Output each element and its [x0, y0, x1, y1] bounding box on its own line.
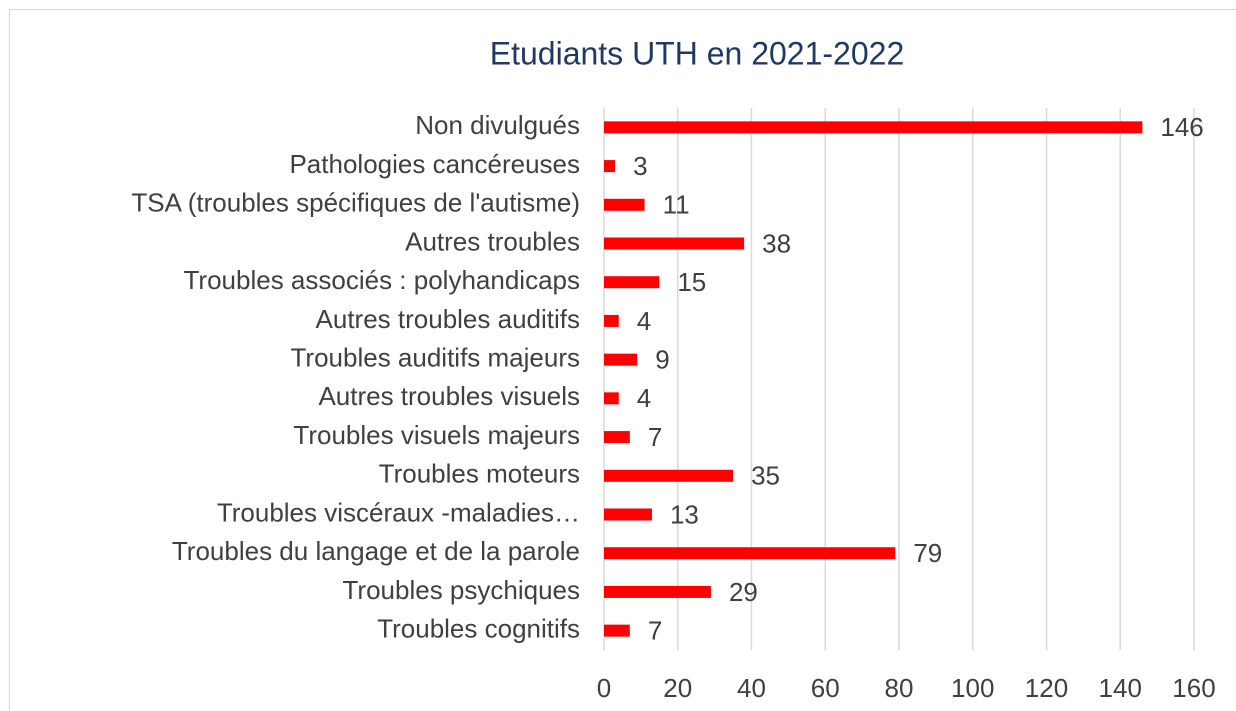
x-tick-label: 100	[951, 673, 994, 703]
bar	[604, 314, 619, 327]
y-tick-label: Troubles psychiques	[343, 575, 581, 605]
bar	[604, 431, 630, 444]
y-tick-label: Autres troubles	[405, 226, 580, 256]
value-label: 9	[655, 345, 669, 375]
y-tick-label: Troubles auditifs majeurs	[291, 343, 581, 373]
y-tick-label: TSA (troubles spécifiques de l'autisme)	[131, 188, 580, 218]
bar	[604, 508, 652, 521]
value-label: 38	[762, 228, 791, 258]
y-tick-label: Troubles visuels majeurs	[293, 420, 580, 450]
x-tick-label: 40	[737, 673, 766, 703]
bar	[604, 547, 896, 560]
value-label: 7	[648, 422, 662, 452]
y-tick-label: Troubles associés : polyhandicaps	[184, 265, 580, 295]
x-tick-label: 0	[597, 673, 611, 703]
bar	[604, 276, 660, 289]
bar	[604, 469, 734, 482]
bar	[604, 198, 645, 211]
y-tick-label: Autres troubles visuels	[318, 381, 580, 411]
bar	[604, 353, 638, 366]
value-label: 11	[663, 190, 690, 220]
y-tick-label: Troubles moteurs	[379, 459, 580, 489]
bar	[604, 392, 619, 405]
value-label: 4	[637, 306, 651, 336]
y-tick-label: Pathologies cancéreuses	[289, 149, 580, 179]
bar	[604, 237, 745, 250]
x-tick-label: 60	[811, 673, 840, 703]
x-tick-label: 20	[663, 673, 692, 703]
x-tick-label: 160	[1172, 673, 1215, 703]
bar	[604, 624, 630, 637]
value-label: 35	[751, 461, 780, 491]
x-tick-label: 140	[1099, 673, 1142, 703]
value-label: 7	[648, 616, 662, 646]
bar	[604, 585, 711, 598]
value-label: 79	[913, 538, 942, 568]
y-tick-label: Troubles cognitifs	[377, 614, 580, 644]
chart-border	[9, 9, 1236, 711]
y-tick-label: Autres troubles auditifs	[316, 304, 580, 334]
value-label: 13	[670, 499, 699, 529]
bar	[604, 121, 1143, 134]
value-label: 3	[633, 151, 647, 181]
chart-title: Etudiants UTH en 2021-2022	[490, 35, 904, 71]
y-tick-label: Troubles viscéraux -maladies…	[217, 497, 580, 527]
y-tick-label: Troubles du langage et de la parole	[172, 536, 580, 566]
x-tick-label: 80	[885, 673, 914, 703]
y-tick-label: Non divulgués	[415, 110, 580, 140]
value-label: 15	[677, 267, 706, 297]
bar	[604, 160, 616, 173]
value-label: 4	[637, 383, 651, 413]
value-label: 29	[729, 577, 758, 607]
value-label: 146	[1160, 112, 1203, 142]
x-tick-label: 120	[1025, 673, 1068, 703]
